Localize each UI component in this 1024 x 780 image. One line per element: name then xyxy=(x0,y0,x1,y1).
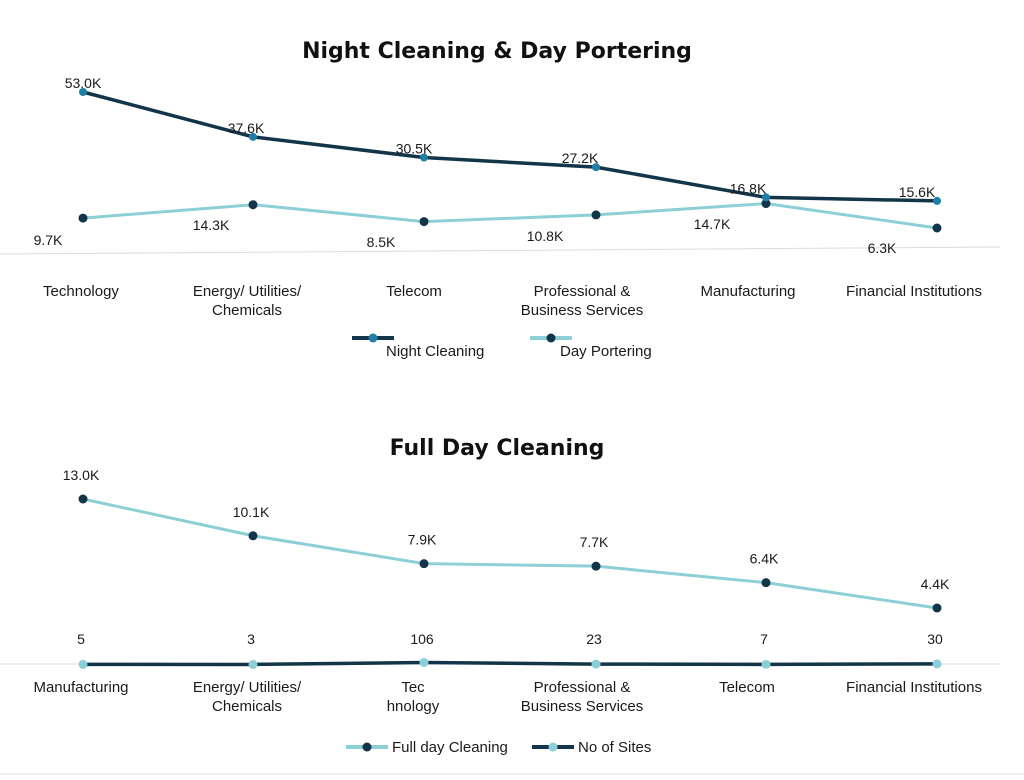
point-night-cleaning-3[interactable] xyxy=(420,153,428,162)
point-night-cleaning-4[interactable] xyxy=(592,163,600,172)
label-no-of-sites-4: 23 xyxy=(586,631,602,647)
chart-night-day: Night Cleaning & Day Portering 53.0K 37.6… xyxy=(0,39,1001,361)
label-night-cleaning-5: 16.8K xyxy=(730,180,767,196)
point-no-of-sites-4[interactable] xyxy=(591,659,601,669)
label-day-portering-1: 9.7K xyxy=(34,232,63,248)
series-line-full-day-cleaning xyxy=(82,497,938,610)
chart-full-day: Full Day Cleaning 13.0K 10.1K 7.9K 7.7K 6.4K… xyxy=(0,436,1000,756)
legend-day-portering-marker xyxy=(546,333,556,343)
chart1-category-financial-institutions: Financial Institutions xyxy=(846,283,982,300)
point-night-cleaning-6[interactable] xyxy=(933,196,941,205)
chart1-category-energy-utilities-chemicals: Energy/ Utilities/Chemicals xyxy=(193,283,302,319)
label-full-day-cleaning-3: 7.9K xyxy=(408,532,437,548)
label-full-day-cleaning-1: 13.0K xyxy=(63,467,100,483)
label-night-cleaning-4: 27.2K xyxy=(562,150,599,166)
chart1-points xyxy=(78,88,942,233)
chart2-title: Full Day Cleaning xyxy=(390,436,605,461)
point-no-of-sites-2[interactable] xyxy=(248,659,258,669)
legend-no-of-sites[interactable]: No of Sites xyxy=(532,739,651,756)
series-line-day-portering xyxy=(82,202,938,230)
point-night-cleaning-5[interactable] xyxy=(762,193,770,202)
point-full-day-cleaning-4[interactable] xyxy=(591,561,601,571)
label-full-day-cleaning-5: 6.4K xyxy=(750,551,779,567)
point-full-day-cleaning-3[interactable] xyxy=(419,559,429,569)
point-day-portering-6[interactable] xyxy=(932,223,942,233)
label-full-day-cleaning-6: 4.4K xyxy=(921,576,950,592)
label-day-portering-6: 6.3K xyxy=(868,240,897,256)
label-night-cleaning-3: 30.5K xyxy=(396,141,433,157)
legend-no-of-sites-marker xyxy=(548,742,558,752)
legend-full-day-cleaning-marker xyxy=(362,742,372,752)
chart1-series-lines xyxy=(82,90,938,230)
legend-night-cleaning-marker xyxy=(368,333,378,343)
point-day-portering-2[interactable] xyxy=(248,200,258,210)
point-night-cleaning-2[interactable] xyxy=(249,132,257,141)
series-line-night-cleaning xyxy=(82,90,938,203)
label-day-portering-2: 14.3K xyxy=(193,217,230,233)
chart1-category-technology: Technology xyxy=(43,283,119,300)
chart2-points xyxy=(78,494,942,669)
label-night-cleaning-1: 53.0K xyxy=(65,75,102,91)
chart2-category-labels: Manufacturing Energy/ Utilities/Chemicals… xyxy=(33,679,981,715)
chart1-data-labels: 53.0K 37.6K 30.5K 27.2K 16.8K 15.6K 9.7K 14.3K 8… xyxy=(34,75,936,256)
label-night-cleaning-6: 15.6K xyxy=(899,184,936,200)
chart2-legend: Full day Cleaning No of Sites xyxy=(346,739,651,756)
chart1-category-labels: Technology Energy/ Utilities/Chemicals Tel… xyxy=(43,283,982,319)
label-no-of-sites-6: 30 xyxy=(927,631,943,647)
label-day-portering-3: 8.5K xyxy=(367,234,396,250)
point-night-cleaning-1[interactable] xyxy=(79,88,87,96)
label-no-of-sites-2: 3 xyxy=(247,631,255,647)
chart2-category-professional-business-services: Professional & Business Services xyxy=(521,679,644,715)
point-no-of-sites-3[interactable] xyxy=(419,658,429,667)
label-no-of-sites-3: 106 xyxy=(410,631,434,647)
series-line-no-of-sites xyxy=(82,660,938,667)
point-day-portering-5[interactable] xyxy=(761,199,771,209)
legend-night-cleaning-label: Night Cleaning xyxy=(386,343,484,360)
legend-no-of-sites-label: No of Sites xyxy=(578,739,651,756)
legend-day-portering[interactable]: Day Portering xyxy=(530,333,652,361)
chart2-category-telecom: Telecom xyxy=(719,679,775,696)
label-night-cleaning-2: 37.6K xyxy=(228,120,265,136)
label-no-of-sites-5: 7 xyxy=(760,631,768,647)
chart1-title: Night Cleaning & Day Portering xyxy=(302,39,692,64)
legend-full-day-cleaning-label: Full day Cleaning xyxy=(392,739,508,756)
chart1-category-telecom: Telecom xyxy=(386,283,442,300)
chart2-category-financial-institutions: Financial Institutions xyxy=(846,679,982,696)
label-full-day-cleaning-4: 7.7K xyxy=(580,534,609,550)
label-day-portering-5: 14.7K xyxy=(694,216,731,232)
chart2-category-tec-hnology: Tec hnology xyxy=(387,679,440,715)
label-day-portering-4: 10.8K xyxy=(527,228,564,244)
point-full-day-cleaning-2[interactable] xyxy=(248,531,258,541)
point-day-portering-1[interactable] xyxy=(78,213,88,223)
point-day-portering-3[interactable] xyxy=(419,217,429,227)
chart1-legend: Night Cleaning Day Portering xyxy=(352,333,652,361)
point-no-of-sites-5[interactable] xyxy=(761,659,771,669)
legend-full-day-cleaning[interactable]: Full day Cleaning xyxy=(346,739,508,756)
legend-day-portering-label: Day Portering xyxy=(560,343,652,360)
chart2-category-manufacturing: Manufacturing xyxy=(33,679,128,696)
chart1-axis-line xyxy=(0,246,1001,255)
chart2-category-energy-utilities-chemicals: Energy/ Utilities/Chemicals xyxy=(193,679,302,715)
chart1-category-professional-business-services: Professional & Business Services xyxy=(521,283,644,319)
point-full-day-cleaning-5[interactable] xyxy=(761,578,771,588)
point-no-of-sites-1[interactable] xyxy=(78,659,88,669)
point-full-day-cleaning-6[interactable] xyxy=(932,603,942,613)
label-full-day-cleaning-2: 10.1K xyxy=(233,504,270,520)
point-day-portering-4[interactable] xyxy=(591,210,601,220)
point-full-day-cleaning-1[interactable] xyxy=(78,494,88,504)
legend-night-cleaning[interactable]: Night Cleaning xyxy=(352,333,484,361)
label-no-of-sites-1: 5 xyxy=(77,631,85,647)
point-no-of-sites-6[interactable] xyxy=(932,659,942,669)
chart1-category-manufacturing: Manufacturing xyxy=(700,283,795,300)
chart2-data-labels: 13.0K 10.1K 7.9K 7.7K 6.4K 4.4K 5 3 106 23 7 30 xyxy=(63,467,950,647)
chart2-series-lines xyxy=(82,497,938,667)
